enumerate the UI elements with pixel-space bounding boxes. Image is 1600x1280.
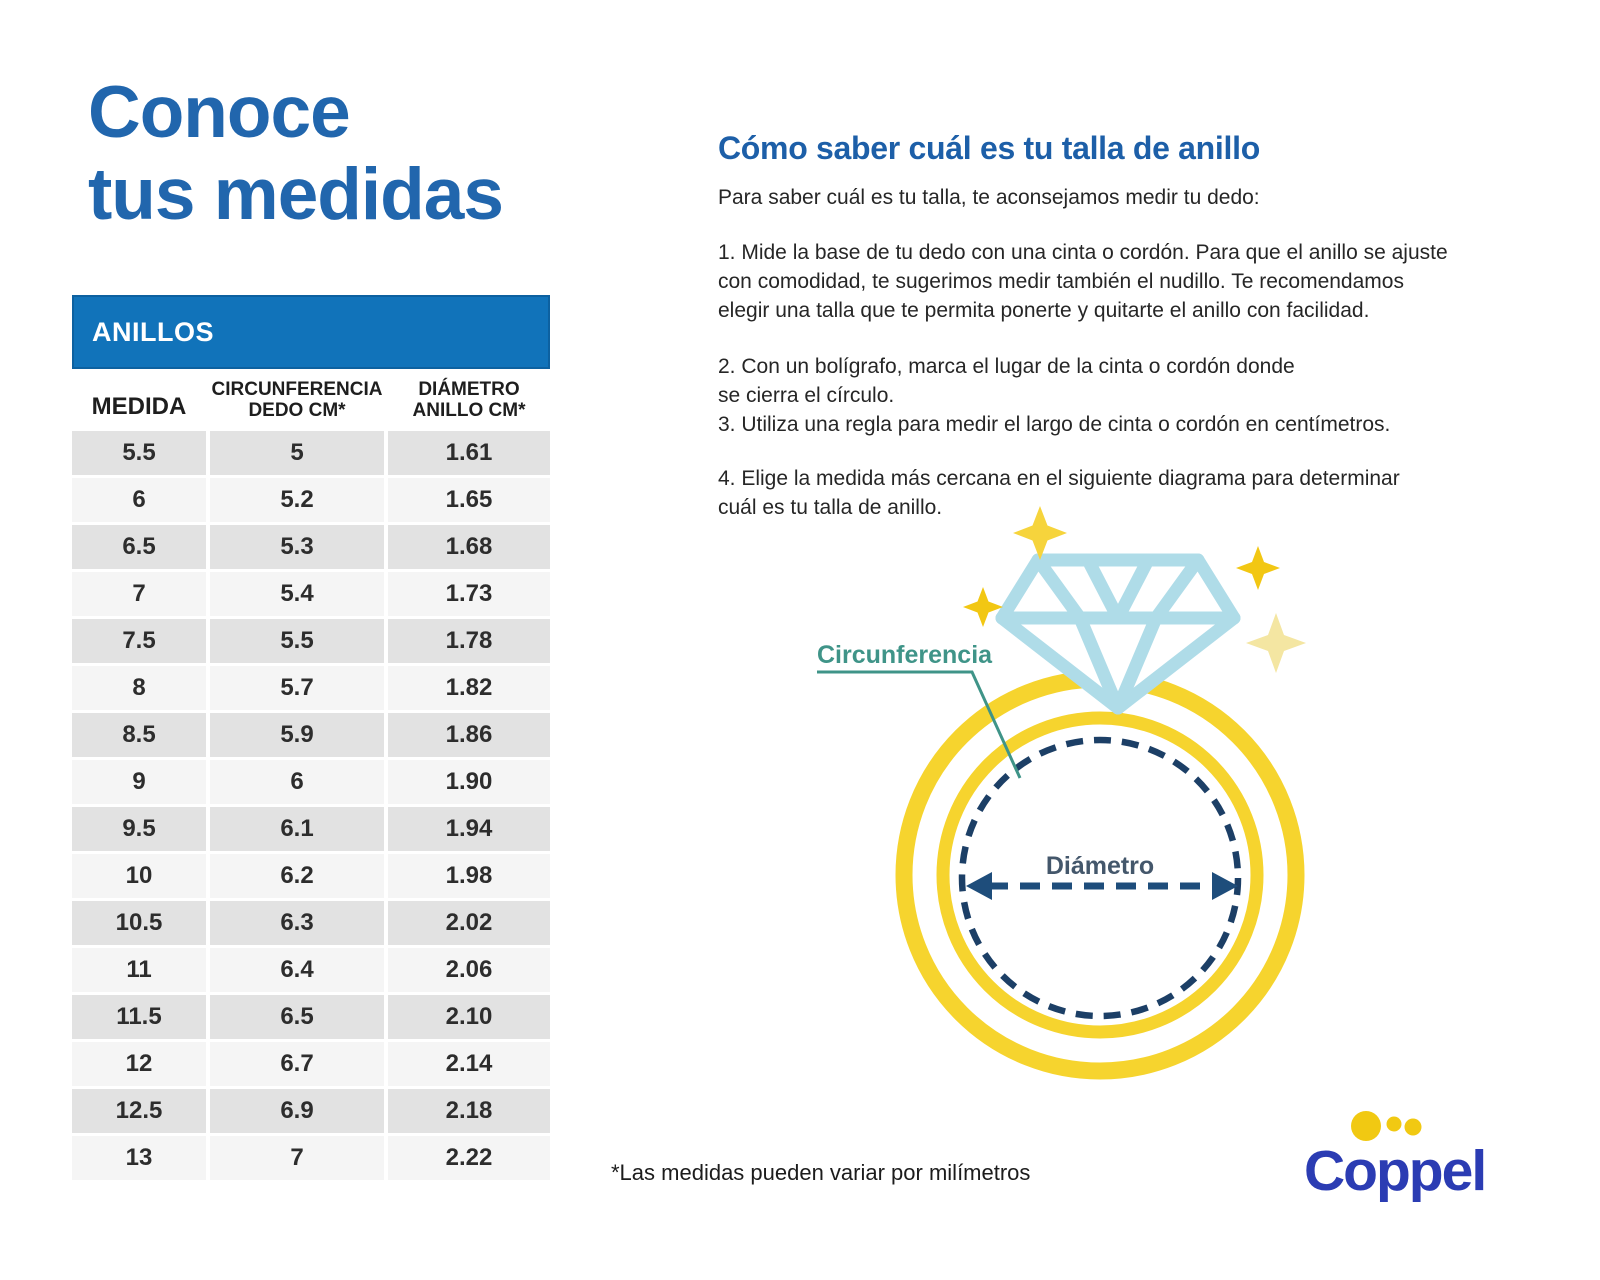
table-row: 10.5 6.3 2.02: [72, 901, 550, 945]
table-column-headers: MEDIDA CIRCUNFERENCIA DEDO CM* DIÁMETRO …: [72, 372, 550, 424]
circumference-pointer-line: [817, 670, 1022, 779]
table-cell: 1.73: [388, 572, 550, 616]
table-cell: 2.10: [388, 995, 550, 1039]
table-cell: 12: [72, 1042, 206, 1086]
table-row: 9 6 1.90: [72, 760, 550, 804]
diamond-icon: [995, 553, 1241, 715]
table-cell: 6.1: [210, 807, 384, 851]
page-title-line-2: tus medidas: [88, 154, 504, 235]
table-row: 9.5 6.1 1.94: [72, 807, 550, 851]
table-row: 11 6.4 2.06: [72, 948, 550, 992]
coppel-logo-text: Coppel: [1304, 1139, 1485, 1203]
table-cell: 6: [210, 760, 384, 804]
table-row: 7.5 5.5 1.78: [72, 619, 550, 663]
circumference-label: Circunferencia: [817, 641, 993, 669]
table-cell: 1.90: [388, 760, 550, 804]
table-cell: 11: [72, 948, 206, 992]
table-cell: 6.2: [210, 854, 384, 898]
table-cell: 5.5: [210, 619, 384, 663]
table-cell: 9: [72, 760, 206, 804]
table-cell: 5.7: [210, 666, 384, 710]
table-cell: 1.86: [388, 713, 550, 757]
step-2: 2. Con un bolígrafo, marca el lugar de l…: [718, 355, 1295, 407]
table-row: 8 5.7 1.82: [72, 666, 550, 710]
table-row: 12 6.7 2.14: [72, 1042, 550, 1086]
table-cell: 2.14: [388, 1042, 550, 1086]
table-row: 11.5 6.5 2.10: [72, 995, 550, 1039]
table-cell: 12.5: [72, 1089, 206, 1133]
sparkle-icon: [1246, 613, 1306, 673]
table-row: 12.5 6.9 2.18: [72, 1089, 550, 1133]
table-row: 7 5.4 1.73: [72, 572, 550, 616]
table-cell: 6.9: [210, 1089, 384, 1133]
table-cell: 10.5: [72, 901, 206, 945]
table-row: 6 5.2 1.65: [72, 478, 550, 522]
sparkle-icon: [1013, 506, 1067, 560]
column-header-medida: MEDIDA: [91, 393, 187, 420]
table-cell: 2.02: [388, 901, 550, 945]
circumference-dashed-circle: [958, 736, 1242, 1020]
sparkle-icon: [963, 587, 1003, 627]
sparkle-icon: [1236, 546, 1280, 590]
table-cell: 9.5: [72, 807, 206, 851]
table-rows: 5.5 5 1.61 6 5.2 1.65 6.5 5.3 1.68 7 5.4 1.73 7.5 5.5…: [72, 431, 550, 1180]
table-cell: 5.4: [210, 572, 384, 616]
table-cell: 5.3: [210, 525, 384, 569]
intro-text: Para saber cuál es tu talla, te aconseja…: [718, 186, 1260, 209]
coppel-logo: Coppel: [1304, 1111, 1487, 1203]
table-cell: 6.3: [210, 901, 384, 945]
step-3: 3. Utiliza una regla para medir el largo…: [718, 413, 1391, 436]
table-cell: 2.06: [388, 948, 550, 992]
ring-band-inner: [936, 711, 1264, 1039]
diameter-arrow: [966, 872, 1238, 900]
table-cell: 2.22: [388, 1136, 550, 1180]
table-cell: 1.94: [388, 807, 550, 851]
table-cell: 6.5: [210, 995, 384, 1039]
coppel-logo-dots: [1351, 1111, 1422, 1141]
table-cell: 1.82: [388, 666, 550, 710]
footnote: *Las medidas pueden variar por milímetro…: [611, 1160, 1031, 1185]
column-header-circunferencia: CIRCUNFERENCIA DEDO CM*: [211, 379, 383, 421]
table-cell: 6.5: [72, 525, 206, 569]
table-cell: 1.61: [388, 431, 550, 475]
table-cell: 13: [72, 1136, 206, 1180]
table-cell: 7: [72, 572, 206, 616]
table-title-bar: ANILLOS: [72, 295, 550, 369]
table-cell: 5.9: [210, 713, 384, 757]
page-title: Conoce tus medidas: [88, 72, 504, 236]
table-title: ANILLOS: [92, 316, 214, 347]
ring-diagram: Circunferencia Diámetro: [817, 506, 1306, 1080]
table-cell: 6: [72, 478, 206, 522]
table-cell: 8: [72, 666, 206, 710]
table-cell: 2.18: [388, 1089, 550, 1133]
step-1: 1. Mide la base de tu dedo con una cinta…: [718, 241, 1448, 322]
page-title-line-1: Conoce: [88, 72, 351, 153]
table-cell: 1.68: [388, 525, 550, 569]
table-cell: 1.65: [388, 478, 550, 522]
table-row: 10 6.2 1.98: [72, 854, 550, 898]
table-row: 8.5 5.9 1.86: [72, 713, 550, 757]
table-cell: 5: [210, 431, 384, 475]
table-cell: 11.5: [72, 995, 206, 1039]
table-cell: 1.98: [388, 854, 550, 898]
table-cell: 6.7: [210, 1042, 384, 1086]
column-header-diametro: DIÁMETRO ANILLO CM*: [412, 379, 526, 421]
table-row: 13 7 2.22: [72, 1136, 550, 1180]
table-cell: 10: [72, 854, 206, 898]
table-cell: 5.5: [72, 431, 206, 475]
table-row: 5.5 5 1.61: [72, 431, 550, 475]
diameter-label: Diámetro: [1046, 852, 1154, 880]
table-cell: 8.5: [72, 713, 206, 757]
table-cell: 6.4: [210, 948, 384, 992]
section-heading: Cómo saber cuál es tu talla de anillo: [718, 130, 1260, 166]
table-cell: 7: [210, 1136, 384, 1180]
table-cell: 1.78: [388, 619, 550, 663]
step-4: 4. Elige la medida más cercana en el sig…: [718, 467, 1400, 519]
table-cell: 5.2: [210, 478, 384, 522]
table-cell: 7.5: [72, 619, 206, 663]
table-row: 6.5 5.3 1.68: [72, 525, 550, 569]
